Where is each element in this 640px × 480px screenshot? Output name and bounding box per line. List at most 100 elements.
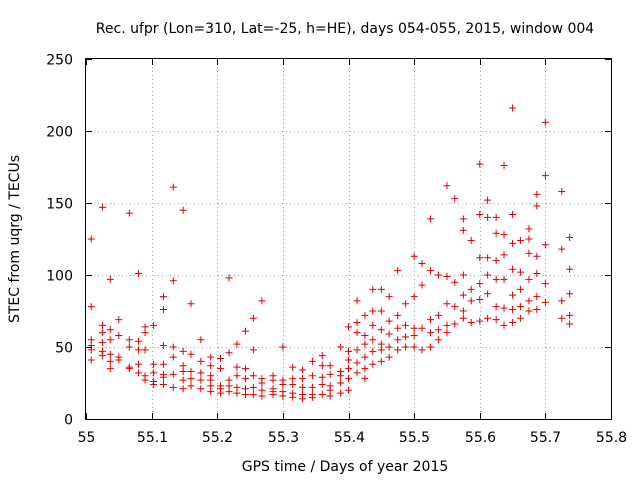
data-point bbox=[197, 369, 205, 377]
data-point bbox=[467, 297, 475, 305]
data-point bbox=[509, 104, 517, 112]
data-point bbox=[492, 303, 500, 311]
data-point bbox=[525, 275, 533, 283]
data-point bbox=[541, 118, 549, 126]
data-point bbox=[541, 298, 549, 306]
data-point bbox=[241, 391, 249, 399]
data-point bbox=[337, 379, 345, 387]
data-point bbox=[106, 365, 114, 373]
data-point bbox=[394, 311, 402, 319]
y-tick-labels: 0 50 100 150 200 250 bbox=[46, 53, 73, 429]
data-point bbox=[451, 195, 459, 203]
data-point bbox=[377, 346, 385, 354]
data-point bbox=[484, 254, 492, 262]
data-point bbox=[459, 271, 467, 279]
data-point bbox=[217, 389, 225, 397]
data-point bbox=[418, 281, 426, 289]
data-point bbox=[159, 293, 167, 301]
data-point bbox=[533, 270, 541, 278]
data-point bbox=[566, 265, 574, 273]
data-point bbox=[492, 213, 500, 221]
data-point bbox=[87, 356, 95, 364]
data-point bbox=[345, 347, 352, 355]
data-point bbox=[500, 162, 508, 170]
data-point bbox=[258, 379, 266, 387]
data-point bbox=[225, 349, 233, 357]
data-point bbox=[269, 391, 277, 399]
data-point bbox=[233, 363, 241, 371]
data-point bbox=[394, 336, 402, 344]
data-point bbox=[299, 366, 307, 374]
data-point bbox=[500, 231, 508, 239]
data-point bbox=[566, 290, 574, 298]
data-point bbox=[179, 376, 187, 384]
data-point bbox=[476, 295, 484, 303]
data-point bbox=[87, 303, 95, 311]
data-point bbox=[318, 380, 326, 388]
data-point bbox=[385, 317, 393, 325]
data-point bbox=[476, 254, 484, 262]
data-point bbox=[318, 391, 326, 399]
data-point bbox=[345, 323, 352, 331]
data-point bbox=[516, 285, 524, 293]
data-point bbox=[187, 350, 195, 358]
data-point bbox=[385, 293, 393, 301]
data-point bbox=[492, 275, 500, 283]
axis-ticks bbox=[86, 59, 612, 420]
data-point bbox=[353, 346, 361, 354]
data-point bbox=[169, 343, 177, 351]
data-point bbox=[558, 245, 566, 253]
data-point bbox=[459, 314, 467, 322]
data-point bbox=[258, 392, 266, 400]
data-point bbox=[187, 300, 195, 308]
data-point bbox=[169, 277, 177, 285]
x-tick-label: 55 bbox=[78, 430, 96, 446]
data-point bbox=[377, 307, 385, 315]
x-tick-labels: 55 55.1 55.2 55.3 55.4 55.5 55.6 55.7 55.8 bbox=[78, 430, 628, 446]
x-axis-label: GPS time / Days of year 2015 bbox=[242, 459, 449, 475]
data-point bbox=[269, 376, 277, 384]
data-point bbox=[87, 235, 95, 243]
data-point bbox=[353, 329, 361, 337]
data-point bbox=[418, 324, 426, 332]
data-point bbox=[459, 215, 467, 223]
data-point bbox=[179, 347, 187, 355]
data-point bbox=[150, 321, 158, 329]
data-point bbox=[115, 331, 123, 339]
data-point bbox=[308, 357, 316, 365]
data-point bbox=[169, 183, 177, 191]
data-point bbox=[566, 320, 574, 328]
data-point bbox=[135, 337, 142, 345]
data-point bbox=[141, 329, 149, 337]
data-point bbox=[394, 267, 402, 275]
data-point bbox=[427, 343, 435, 351]
data-point bbox=[443, 272, 451, 280]
data-point bbox=[467, 319, 475, 327]
data-point bbox=[443, 300, 451, 308]
data-point bbox=[484, 196, 492, 204]
y-tick-label: 0 bbox=[64, 413, 73, 429]
data-point bbox=[484, 290, 492, 298]
data-point bbox=[249, 372, 257, 380]
data-point bbox=[516, 314, 524, 322]
data-point bbox=[500, 275, 508, 283]
data-point bbox=[516, 236, 524, 244]
data-point bbox=[361, 331, 369, 339]
data-point bbox=[115, 356, 123, 364]
data-point bbox=[217, 355, 225, 363]
data-point bbox=[418, 346, 426, 354]
data-point bbox=[451, 278, 459, 286]
data-point bbox=[541, 280, 549, 288]
data-point bbox=[241, 327, 249, 335]
data-point bbox=[402, 343, 410, 351]
data-point bbox=[434, 326, 442, 334]
data-point bbox=[541, 241, 549, 249]
data-point bbox=[418, 259, 426, 267]
data-point bbox=[299, 383, 307, 391]
data-point bbox=[476, 317, 484, 325]
data-point bbox=[410, 293, 418, 301]
data-point bbox=[566, 234, 574, 242]
data-point bbox=[500, 251, 508, 259]
x-tick-label: 55.2 bbox=[202, 430, 233, 446]
chart-title: Rec. ufpr (Lon=310, Lat=-25, h=HE), days… bbox=[96, 21, 595, 37]
